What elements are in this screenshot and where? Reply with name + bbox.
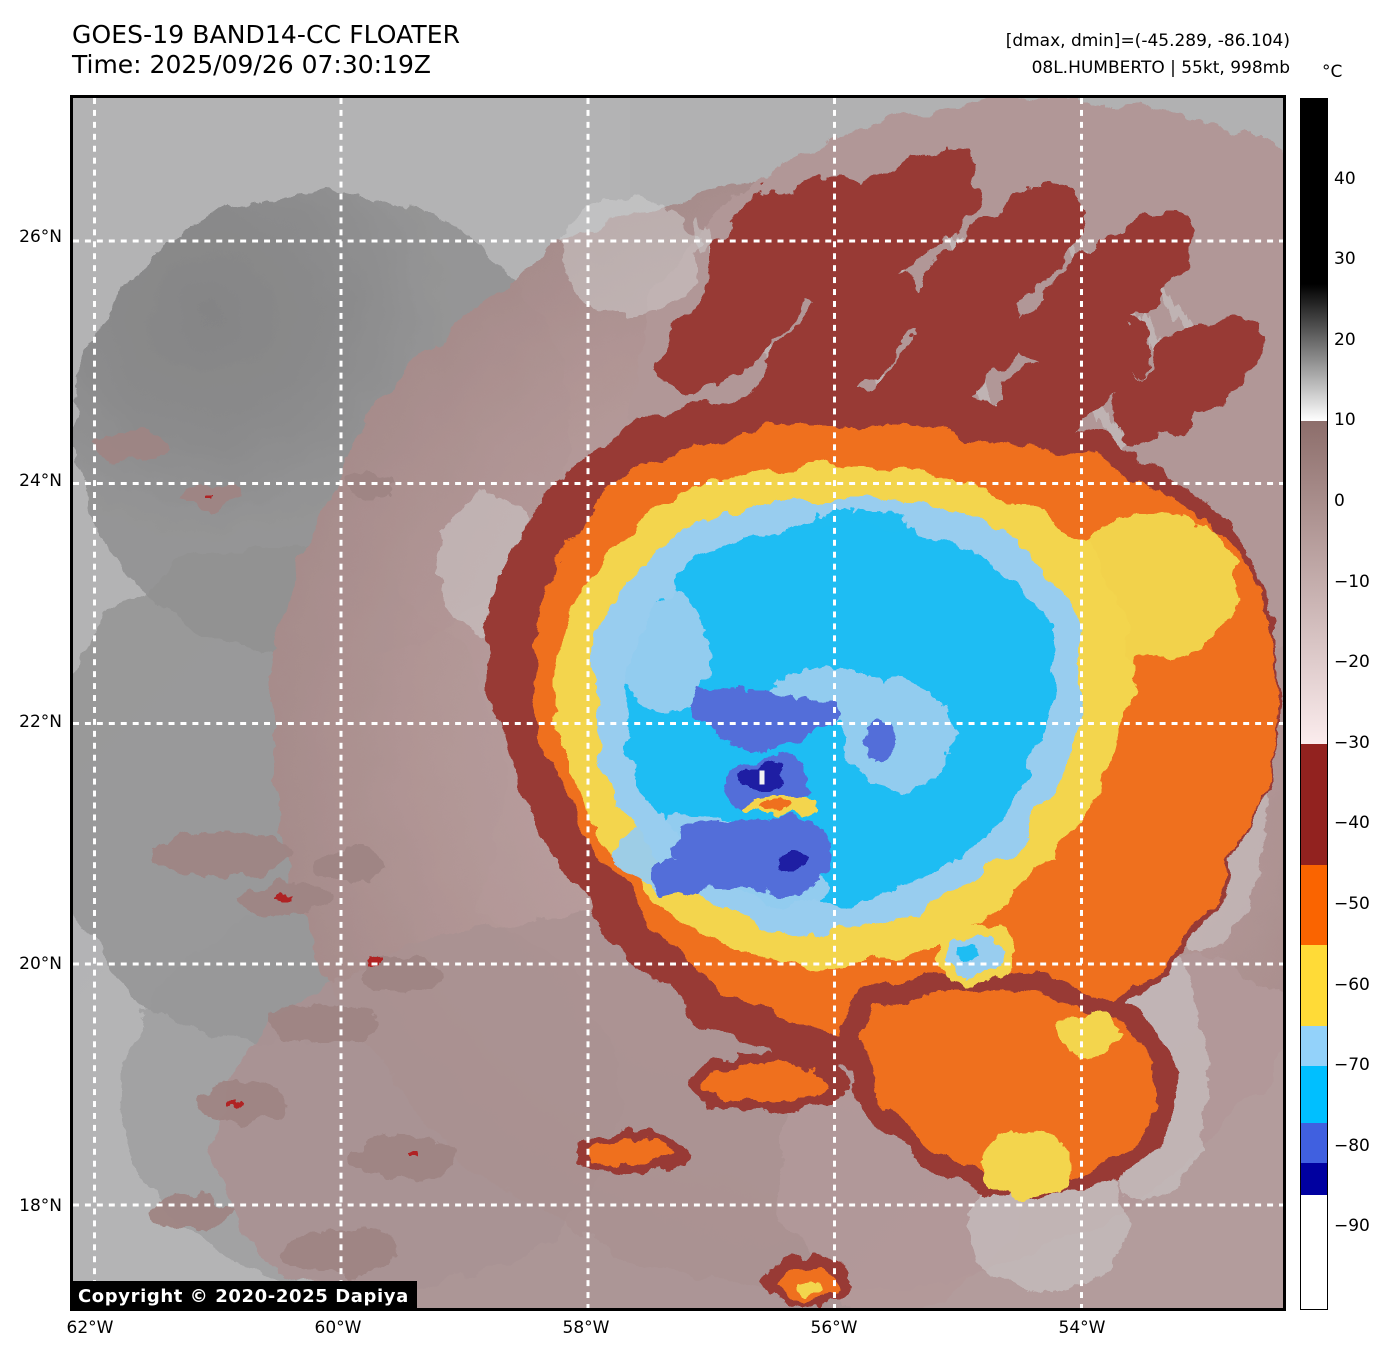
colorbar-tick-label: −70: [1334, 1055, 1370, 1076]
lat-tick-label: 18°N: [19, 1196, 62, 1216]
colorbar-tick-label: 0: [1334, 491, 1345, 511]
colorbar-tick-label: −20: [1334, 652, 1370, 673]
lat-tick-label: 26°N: [19, 227, 62, 247]
colorbar-tick-label: 10: [1334, 410, 1356, 431]
colorbar-tick-label: 20: [1334, 329, 1356, 350]
timestamp-label: Time: 2025/09/26 07:30:19Z: [72, 50, 431, 79]
lat-tick-label: 24°N: [19, 471, 62, 491]
lon-tick-label: 56°W: [810, 1318, 858, 1338]
copyright-banner: Copyright © 2020-2025 Dapiya: [70, 1281, 417, 1311]
colorbar-tick-label: −50: [1334, 894, 1370, 914]
dminmax-label: [dmax, dmin]=(-45.289, -86.104): [1005, 31, 1290, 51]
colorbar-tick-label: −60: [1334, 974, 1370, 995]
colorbar-segment: [1301, 1025, 1327, 1067]
lon-tick-label: 62°W: [66, 1318, 114, 1338]
colorbar-tick-label: 40: [1334, 168, 1356, 189]
satellite-image-panel[interactable]: [70, 95, 1286, 1311]
colorbar-segment: [1301, 1195, 1327, 1308]
colorbar-tick-label: −40: [1334, 813, 1370, 834]
colorbar-tick-label: −10: [1334, 571, 1370, 592]
lat-tick-label: 22°N: [19, 712, 62, 732]
temperature-colorbar[interactable]: [1300, 98, 1328, 1310]
page-title: GOES-19 BAND14-CC FLOATER: [72, 20, 461, 49]
lon-tick-label: 58°W: [562, 1318, 610, 1338]
colorbar-segment: [1301, 864, 1327, 946]
colorbar-tick-label: −80: [1334, 1135, 1370, 1156]
colorbar-segment: [1301, 1066, 1327, 1123]
colorbar-tick-label: −30: [1334, 732, 1370, 753]
colorbar-segment: [1301, 284, 1327, 422]
colorbar-tick-label: −90: [1334, 1216, 1370, 1237]
lat-tick-label: 20°N: [19, 954, 62, 974]
colorbar-segment: [1301, 945, 1327, 1026]
lon-tick-label: 60°W: [314, 1318, 362, 1338]
lon-tick-label: 54°W: [1058, 1318, 1106, 1338]
colorbar-segment: [1301, 99, 1327, 285]
colorbar-unit-label: °C: [1322, 62, 1343, 82]
colorbar-segment: [1301, 421, 1327, 744]
storm-info-label: 08L.HUMBERTO | 55kt, 998mb: [1031, 58, 1290, 78]
colorbar-segment: [1301, 743, 1327, 865]
colorbar-segment: [1301, 1122, 1327, 1163]
colorbar-tick-label: 30: [1334, 249, 1356, 270]
colorbar-segment: [1301, 1162, 1327, 1196]
